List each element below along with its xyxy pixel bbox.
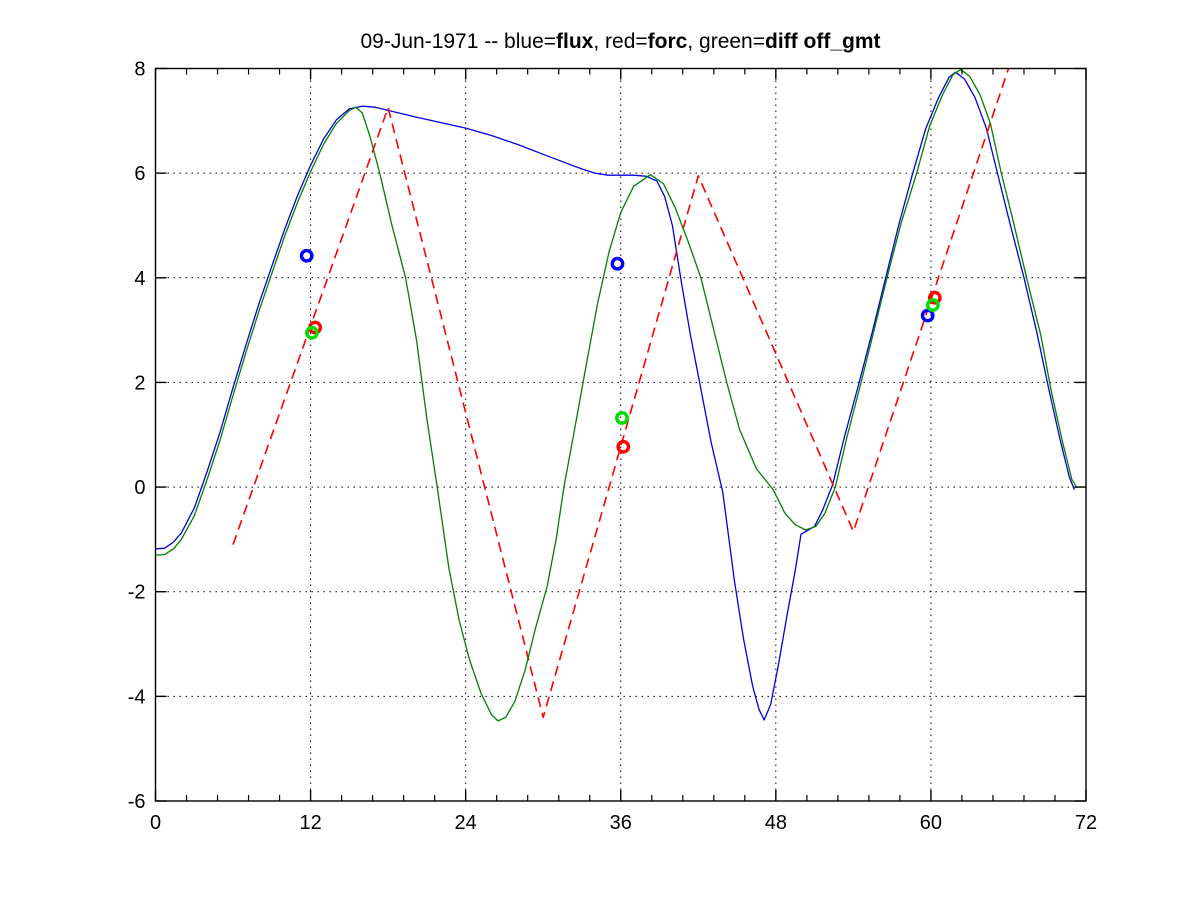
y-tick-label: 6 <box>134 163 145 185</box>
y-tick-label: 0 <box>134 477 145 499</box>
data-point-marker <box>304 325 319 340</box>
x-tick-label: 72 <box>1075 812 1097 834</box>
y-tick-label: -2 <box>128 582 146 604</box>
y-tick-label: 4 <box>134 268 145 290</box>
data-point-marker <box>610 256 625 271</box>
x-tick-label: 0 <box>150 812 161 834</box>
axis-ticks <box>154 67 1087 802</box>
chart-title-segment: forc <box>647 30 688 53</box>
data-point-marker <box>615 411 629 425</box>
series-markers-flux <box>299 248 935 323</box>
data-point-marker <box>927 290 942 305</box>
data-point-marker <box>920 308 935 323</box>
y-tick-label: 8 <box>134 59 145 81</box>
data-point-marker <box>926 298 940 312</box>
data-point-marker <box>616 439 631 454</box>
chart-title-segment: , red= <box>593 30 648 53</box>
x-tick-label: 36 <box>610 812 632 834</box>
series-line-flux <box>155 71 1076 721</box>
y-tick-label: -6 <box>128 791 146 813</box>
data-point-marker <box>299 248 314 263</box>
chart-title-segment: , green= <box>687 30 766 53</box>
x-tick-label: 60 <box>920 812 942 834</box>
chart-title-segment: diff off_gmt <box>765 30 881 53</box>
series-markers-forc <box>308 290 942 454</box>
series-line-diff <box>155 68 1078 722</box>
x-tick-label: 24 <box>455 812 477 834</box>
x-tick-label: 48 <box>765 812 787 834</box>
x-tick-label: 12 <box>299 812 321 834</box>
y-tick-label: 2 <box>134 372 145 394</box>
series-line-forc <box>232 68 1010 719</box>
chart-title-segment: 09-Jun-1971 -- blue= <box>360 30 557 53</box>
gridlines <box>155 68 1086 801</box>
chart-title-segment: flux <box>556 30 594 53</box>
y-tick-label: -4 <box>128 686 146 708</box>
chart-title: 09-Jun-1971 -- blue=flux, red=forc, gree… <box>155 30 1086 54</box>
series-markers-diff <box>304 298 940 425</box>
